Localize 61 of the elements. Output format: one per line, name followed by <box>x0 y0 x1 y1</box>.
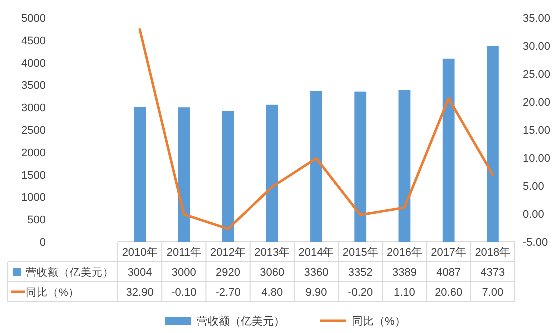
y-tick-label: 4500 <box>22 35 46 48</box>
y-tick-label: 2000 <box>22 147 46 160</box>
bar <box>486 46 499 242</box>
y2-tick-label: 35.00 <box>523 13 551 25</box>
x-tick-label: 2018年 <box>475 247 511 259</box>
bar <box>310 91 322 242</box>
bar <box>354 92 367 242</box>
x-tick-label: 2011年 <box>166 247 202 259</box>
legend-label: 同比（%） <box>26 286 80 299</box>
y-tick-label: 1000 <box>22 192 46 204</box>
bar <box>178 108 190 242</box>
data-label: -0.10 <box>172 287 197 299</box>
y-tick-label: 4000 <box>22 58 46 70</box>
data-label: 4373 <box>480 267 506 279</box>
y2-tick-label: 30.00 <box>523 41 551 53</box>
line-series <box>138 28 494 230</box>
y2-tick-label: 15.00 <box>523 125 551 137</box>
data-label: 7.00 <box>482 287 504 299</box>
x-tick-label: 2017年 <box>431 247 467 259</box>
y2-tick-label: 20.00 <box>523 97 551 109</box>
data-label: 3389 <box>392 267 417 279</box>
data-label: 3060 <box>260 267 285 279</box>
x-tick-label: 2016年 <box>386 247 422 259</box>
x-tick-label: 2013年 <box>254 247 290 259</box>
data-label: 32.90 <box>126 287 154 299</box>
bar <box>442 58 455 242</box>
x-tick-label: 2015年 <box>342 247 378 259</box>
data-label: 2920 <box>216 267 241 279</box>
legend-item: 营收额（亿美元） <box>165 316 285 328</box>
y2-tick-label: 10.00 <box>523 153 551 165</box>
y2-tick-label: 0.00 <box>523 209 544 221</box>
data-label: -2.70 <box>216 287 241 299</box>
y2-tick-label: 25.00 <box>523 69 551 81</box>
y-tick-label: 500 <box>28 214 46 227</box>
bar <box>134 107 146 242</box>
y-tick-label: 5000 <box>22 13 46 25</box>
legend-label: 营收额（亿美元） <box>26 266 114 279</box>
data-label: 3352 <box>348 267 373 279</box>
bar <box>222 111 234 242</box>
data-label: 3004 <box>128 267 152 279</box>
data-label: 3000 <box>172 267 196 279</box>
data-label: 1.10 <box>394 287 416 299</box>
y2-tick-label: -5.00 <box>523 237 548 249</box>
y-tick-label: 0 <box>40 237 46 249</box>
data-label: 20.60 <box>435 287 463 299</box>
y2-tick-label: 5.00 <box>523 181 544 193</box>
bar <box>398 90 411 242</box>
y-tick-label: 1500 <box>22 170 46 182</box>
data-label: 3360 <box>304 267 329 279</box>
y-tick-label: 2500 <box>22 125 46 137</box>
data-label: 9.90 <box>306 287 328 299</box>
data-label: 4.80 <box>262 287 284 299</box>
y-tick-label: 3500 <box>22 80 46 92</box>
x-tick-label: 2014年 <box>298 247 334 259</box>
y-tick-label: 3000 <box>22 102 46 115</box>
data-label: -0.20 <box>348 287 374 299</box>
x-tick-label: 2012年 <box>210 247 246 259</box>
x-tick-label: 2010年 <box>122 247 158 259</box>
bar <box>266 104 278 242</box>
data-label: 4087 <box>436 267 462 279</box>
legend-item: 同比（%） <box>320 316 406 328</box>
